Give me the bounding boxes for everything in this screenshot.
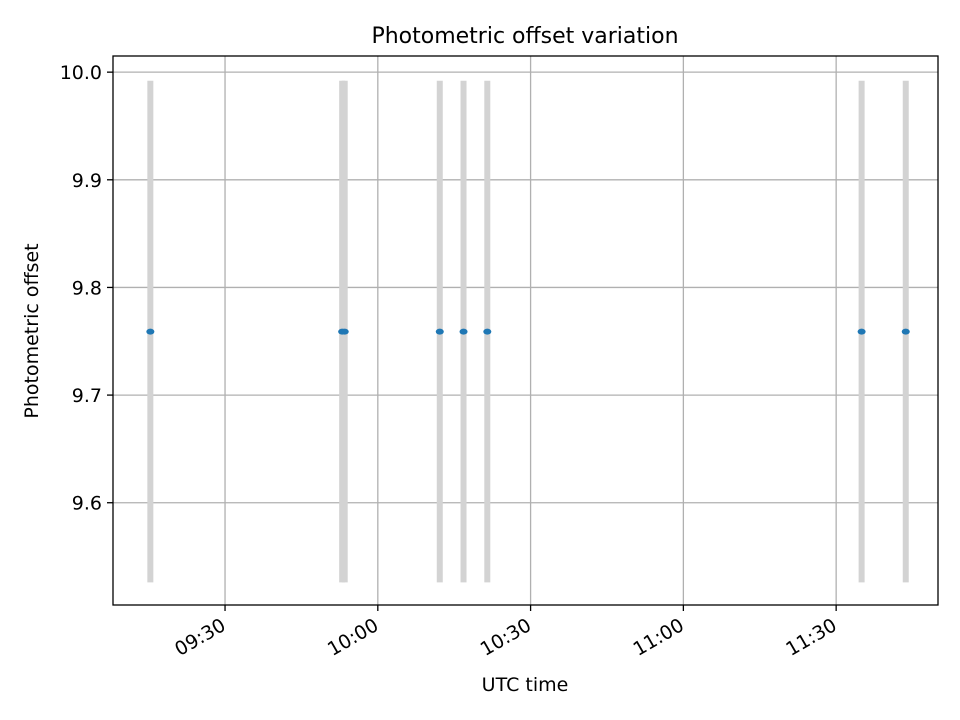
- data-point: [459, 328, 468, 335]
- y-tick-label: 10.0: [60, 62, 102, 84]
- plot-frame: [112, 55, 939, 606]
- data-points: [146, 328, 910, 335]
- data-point: [340, 328, 349, 335]
- data-point: [146, 328, 155, 335]
- y-tick-label: 9.8: [72, 277, 102, 299]
- data-point: [857, 328, 866, 335]
- y-tick-label: 9.9: [72, 170, 102, 192]
- x-axis-label: UTC time: [482, 674, 569, 696]
- y-axis-label: Photometric offset: [21, 243, 43, 418]
- data-point: [435, 328, 444, 335]
- data-point: [901, 328, 910, 335]
- data-point: [483, 328, 492, 335]
- y-tick-label: 9.7: [72, 385, 102, 407]
- chart-title: Photometric offset variation: [371, 24, 678, 49]
- grid: [113, 56, 938, 605]
- y-tick-label: 9.6: [72, 493, 102, 515]
- y-axis-ticks: 9.6 9.7 9.8 9.9 10.0: [60, 62, 113, 515]
